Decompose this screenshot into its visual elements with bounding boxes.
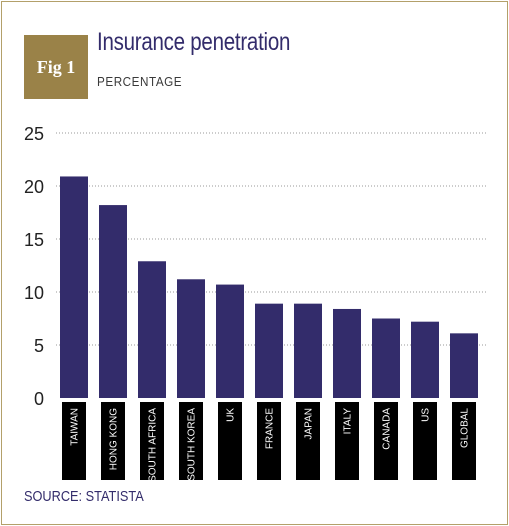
x-tick-label: JAPAN (304, 408, 315, 440)
bar-south-africa (138, 261, 166, 398)
source-note: SOURCE: STATISTA (24, 488, 144, 505)
y-tick-label: 20 (24, 177, 44, 197)
x-label-box (374, 402, 398, 480)
x-tick-label: CANADA (382, 408, 393, 450)
x-axis-labels: TAIWAN HONG KONG SOUTH AFRICA SOUTH KOREA UK… (62, 402, 476, 480)
figure-badge: Fig 1 (24, 35, 88, 99)
y-tick-label: 25 (24, 124, 44, 144)
y-tick-label: 5 (34, 336, 44, 356)
x-label-box (413, 402, 437, 480)
bar-canada (372, 318, 400, 398)
x-tick-label: UK (226, 408, 237, 422)
bar-chart: 0 5 10 15 20 25 TAIWAN HONG KONG SOUTH AFRICA SO… (24, 124, 486, 480)
x-tick-label: SOUTH AFRICA (148, 408, 159, 480)
x-tick-label: GLOBAL (460, 408, 471, 448)
bars (60, 176, 478, 398)
bar-taiwan (60, 176, 88, 398)
bar-uk (216, 284, 244, 398)
bar-hong-kong (99, 205, 127, 398)
x-label-box (62, 402, 86, 480)
x-label-box (335, 402, 359, 480)
bar-us (411, 321, 439, 398)
x-tick-label: HONG KONG (109, 408, 120, 470)
x-label-box (452, 402, 476, 480)
x-tick-label: SOUTH KOREA (187, 408, 198, 480)
y-tick-label: 10 (24, 283, 44, 303)
y-tick-label: 15 (24, 230, 44, 250)
bar-japan (294, 303, 322, 398)
bar-south-korea (177, 279, 205, 398)
bar-france (255, 303, 283, 398)
y-axis-ticks: 0 5 10 15 20 25 (24, 124, 44, 409)
x-label-box (179, 402, 203, 480)
chart-subtitle: PERCENTAGE (97, 74, 183, 89)
x-tick-label: ITALY (343, 408, 354, 435)
x-label-box (296, 402, 320, 480)
bar-italy (333, 308, 361, 398)
y-tick-label: 0 (34, 389, 44, 409)
x-label-box (218, 402, 242, 480)
chart-title: Insurance penetration (97, 28, 291, 56)
x-tick-label: TAIWAN (70, 408, 81, 446)
x-label-box (140, 402, 164, 480)
x-tick-label: FRANCE (265, 408, 276, 449)
x-tick-label: US (421, 408, 432, 422)
x-label-box (101, 402, 125, 480)
x-label-box (257, 402, 281, 480)
bar-global (450, 333, 478, 398)
